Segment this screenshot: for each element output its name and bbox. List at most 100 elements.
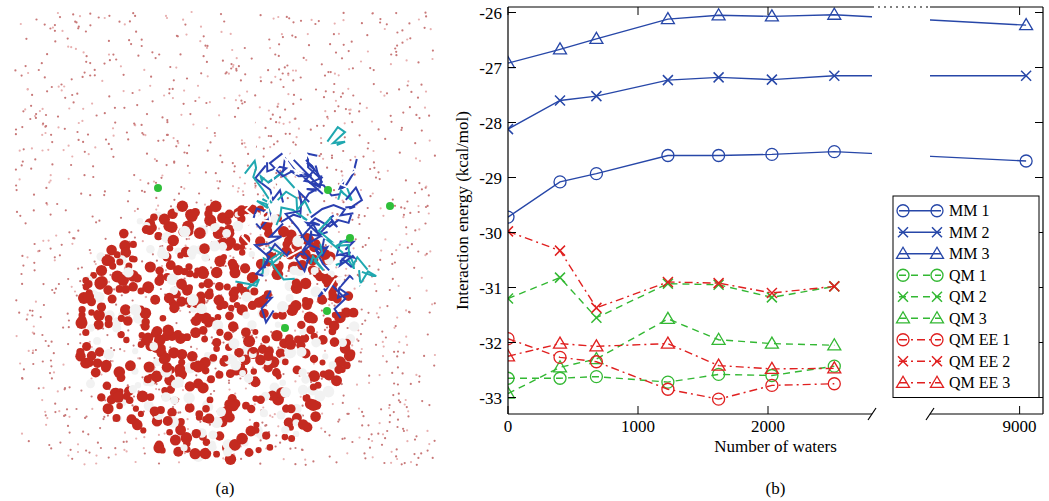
water-dot	[353, 247, 355, 249]
water-dot	[191, 11, 193, 13]
shell-atom	[142, 225, 151, 234]
water-dot	[284, 109, 286, 111]
water-dot	[32, 352, 34, 354]
water-dot	[161, 265, 163, 267]
water-dot	[165, 15, 167, 17]
shell-atom	[138, 288, 145, 295]
shell-atom	[146, 287, 153, 294]
water-dot	[143, 436, 145, 438]
water-dot	[189, 311, 191, 313]
water-dot	[71, 243, 73, 245]
water-dot	[292, 141, 294, 143]
water-dot	[141, 260, 143, 262]
water-dot	[320, 153, 322, 155]
water-dot	[294, 380, 296, 382]
shell-atom	[97, 393, 105, 401]
water-dot	[100, 447, 102, 449]
water-dot	[111, 148, 113, 150]
water-dot	[399, 244, 401, 246]
shell-atom	[187, 351, 198, 362]
water-dot	[230, 33, 232, 35]
water-dot	[164, 433, 166, 435]
water-dot	[88, 153, 90, 155]
shell-atom	[207, 375, 215, 383]
water-dot	[232, 64, 234, 66]
shell-atom	[77, 315, 86, 324]
water-dot	[383, 462, 385, 464]
shell-atom	[249, 251, 255, 257]
water-dot	[357, 340, 359, 342]
water-dot	[70, 449, 72, 451]
shell-atom	[82, 329, 89, 336]
shell-atom	[338, 338, 347, 347]
water-dot	[168, 92, 170, 94]
water-dot	[390, 63, 392, 65]
shell-atom	[179, 334, 186, 341]
shell-atom	[146, 245, 155, 254]
water-dot	[35, 301, 37, 303]
water-dot	[294, 330, 296, 332]
water-dot	[189, 172, 191, 174]
water-dot	[145, 296, 147, 298]
water-dot	[144, 452, 146, 454]
water-dot	[344, 136, 346, 138]
water-dot	[89, 194, 91, 196]
water-dot	[133, 174, 135, 176]
water-dot	[54, 259, 56, 261]
water-dot	[183, 188, 185, 190]
water-dot	[114, 122, 116, 124]
water-dot	[225, 265, 227, 267]
water-dot	[32, 350, 34, 352]
water-dot	[94, 74, 96, 76]
water-dot	[23, 368, 25, 370]
water-dot	[320, 142, 322, 144]
shell-atom	[286, 294, 294, 302]
water-dot	[250, 248, 252, 250]
water-dot	[338, 419, 340, 421]
shell-atom	[240, 263, 250, 273]
shell-atom	[83, 291, 94, 302]
water-dot	[434, 155, 436, 157]
water-dot	[71, 286, 73, 288]
water-dot	[68, 107, 70, 109]
water-dot	[239, 297, 241, 299]
water-dot	[41, 334, 43, 336]
shell-atom	[277, 301, 288, 312]
shell-atom	[223, 447, 232, 456]
shell-atom	[213, 451, 220, 458]
shell-atom	[121, 242, 127, 248]
water-dot	[15, 169, 17, 171]
water-dot	[27, 314, 29, 316]
water-dot	[316, 331, 318, 333]
water-dot	[143, 447, 145, 449]
water-dot	[94, 146, 96, 148]
shell-atom	[164, 293, 175, 304]
water-dot	[91, 395, 93, 397]
shell-atom	[82, 342, 91, 351]
water-dot	[263, 156, 265, 158]
water-dot	[67, 343, 69, 345]
shell-atom	[105, 320, 113, 328]
shell-atom	[242, 312, 249, 319]
water-dot	[119, 348, 121, 350]
water-dot	[398, 393, 400, 395]
shell-atom	[275, 322, 281, 328]
water-dot	[67, 425, 69, 427]
water-dot	[276, 140, 278, 142]
water-dot	[132, 299, 134, 301]
water-dot	[141, 132, 143, 134]
shell-atom	[239, 249, 245, 255]
water-dot	[49, 372, 51, 374]
shell-atom	[103, 381, 112, 390]
water-dot	[367, 424, 369, 426]
water-dot	[206, 61, 208, 63]
water-dot	[91, 408, 93, 410]
water-dot	[421, 130, 423, 132]
water-dot	[377, 316, 379, 318]
water-dot	[429, 311, 431, 313]
water-dot	[262, 195, 264, 197]
water-dot	[183, 151, 185, 153]
water-dot	[204, 204, 206, 206]
shell-atom	[228, 321, 238, 331]
water-dot	[228, 382, 230, 384]
